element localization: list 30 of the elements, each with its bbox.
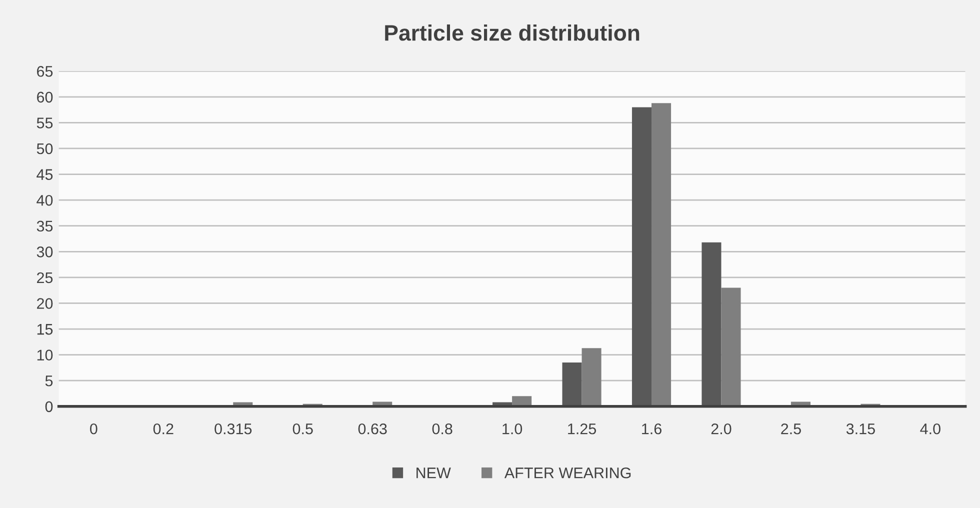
y-tick-label: 5 <box>45 376 53 386</box>
y-tick-label: 25 <box>37 272 53 284</box>
y-tick-label: 55 <box>36 118 53 128</box>
y-tick-label: 40 <box>36 194 53 206</box>
legend-label: AFTER WEARING <box>504 467 631 478</box>
x-tick-label: 0 <box>90 423 98 434</box>
y-tick-label: 20 <box>37 298 53 309</box>
x-tick-label: 1.6 <box>642 423 662 434</box>
x-tick-label: 0.8 <box>432 423 452 434</box>
x-tick-label: 0.315 <box>214 423 252 434</box>
y-tick-label: 0 <box>45 401 53 412</box>
y-tick-label: 35 <box>36 220 53 232</box>
y-tick-label: 15 <box>37 324 53 335</box>
chart-title: Particle size distribution <box>385 24 640 41</box>
x-tick-label: 2.5 <box>781 423 801 434</box>
y-tick-label: 45 <box>36 169 53 180</box>
legend-label: NEW <box>416 468 451 478</box>
y-tick-label: 50 <box>36 143 53 154</box>
x-tick-label: 3.15 <box>846 423 875 434</box>
y-tick-label: 30 <box>36 246 53 258</box>
y-tick-label: 65 <box>37 66 53 77</box>
x-tick-label: 4.0 <box>920 423 940 434</box>
x-tick-label: 0.5 <box>292 423 313 434</box>
x-tick-label: 1.25 <box>568 423 596 434</box>
x-tick-label: 2.0 <box>711 423 732 434</box>
x-tick-label: 1.0 <box>502 423 522 434</box>
y-tick-label: 10 <box>37 350 53 361</box>
x-tick-label: 0.2 <box>153 423 174 434</box>
x-tick-label: 0.63 <box>358 423 387 434</box>
y-tick-label: 60 <box>37 92 53 103</box>
